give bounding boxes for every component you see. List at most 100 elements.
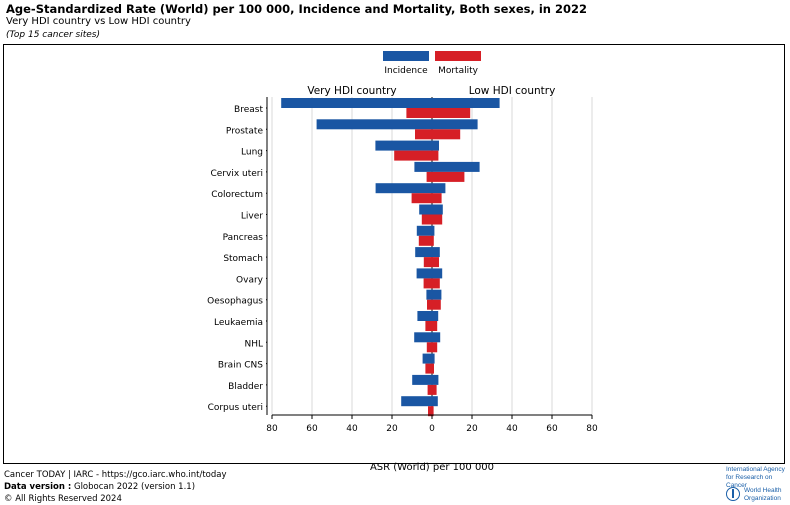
- bar-mortality-very-hdi[interactable]: [427, 299, 432, 310]
- bar-incidence-low-hdi[interactable]: [432, 289, 442, 300]
- bar-incidence-very-hdi[interactable]: [417, 311, 432, 321]
- bar-mortality-low-hdi[interactable]: [432, 150, 439, 161]
- right-group-label: Low HDI country: [469, 85, 556, 97]
- bar-incidence-very-hdi[interactable]: [412, 374, 432, 385]
- bar-mortality-very-hdi[interactable]: [425, 321, 432, 331]
- category-label: Stomach: [223, 254, 263, 264]
- legend-incidence-swatch[interactable]: [383, 51, 429, 61]
- footer-copyright: © All Rights Reserved 2024: [4, 494, 122, 504]
- bar-incidence-very-hdi[interactable]: [416, 268, 432, 279]
- bar-incidence-very-hdi[interactable]: [316, 119, 432, 130]
- bar-mortality-very-hdi[interactable]: [406, 108, 432, 118]
- bar-incidence-very-hdi[interactable]: [426, 289, 432, 300]
- bar-incidence-low-hdi[interactable]: [432, 140, 439, 151]
- bar-incidence-very-hdi[interactable]: [375, 183, 432, 194]
- bar-mortality-very-hdi[interactable]: [415, 129, 432, 140]
- chart-subtitle: Very HDI country vs Low HDI country: [6, 16, 191, 27]
- bar-mortality-low-hdi[interactable]: [432, 299, 441, 310]
- category-label: NHL: [244, 339, 263, 349]
- bar-mortality-low-hdi[interactable]: [432, 171, 465, 182]
- bar-mortality-low-hdi[interactable]: [432, 363, 434, 374]
- x-tick-label: 80: [586, 424, 598, 434]
- bar-incidence-low-hdi[interactable]: [432, 204, 443, 215]
- bar-incidence-low-hdi[interactable]: [432, 119, 478, 130]
- bar-incidence-very-hdi[interactable]: [414, 161, 432, 172]
- x-tick-label: 20: [466, 424, 478, 434]
- legend-incidence-label[interactable]: Incidence: [384, 66, 428, 76]
- chart-frame: [3, 44, 785, 464]
- category-label: Bladder: [228, 382, 263, 392]
- bar-mortality-low-hdi[interactable]: [432, 342, 438, 353]
- bars: [281, 98, 500, 417]
- bar-incidence-low-hdi[interactable]: [432, 161, 480, 172]
- bar-incidence-low-hdi[interactable]: [432, 98, 500, 108]
- bar-mortality-low-hdi[interactable]: [432, 235, 434, 246]
- bar-mortality-low-hdi[interactable]: [432, 257, 439, 268]
- category-label: Corpus uteri: [208, 403, 263, 413]
- bar-mortality-very-hdi[interactable]: [418, 235, 432, 246]
- bar-incidence-low-hdi[interactable]: [432, 268, 443, 279]
- footer-source: Cancer TODAY | IARC - https://gco.iarc.w…: [4, 470, 227, 480]
- footer-version: Data version : Globocan 2022 (version 1.…: [4, 482, 195, 492]
- bar-incidence-very-hdi[interactable]: [415, 247, 432, 258]
- bar-mortality-very-hdi[interactable]: [427, 384, 432, 395]
- bar-incidence-low-hdi[interactable]: [432, 374, 439, 385]
- bar-incidence-low-hdi[interactable]: [432, 353, 435, 364]
- category-label: Colorectum: [211, 190, 263, 200]
- bar-incidence-very-hdi[interactable]: [375, 140, 432, 151]
- bar-incidence-low-hdi[interactable]: [432, 332, 441, 343]
- iarc-logo: International Agency for Research on Can…: [726, 466, 790, 490]
- footer-version-label: Data version :: [4, 482, 72, 492]
- x-axis: 80 60 40 20 0 20 40 60 80: [266, 97, 598, 434]
- bar-mortality-very-hdi[interactable]: [426, 171, 432, 182]
- bar-mortality-very-hdi[interactable]: [411, 193, 432, 204]
- who-logo: World Health Organization: [726, 487, 786, 503]
- bar-mortality-low-hdi[interactable]: [432, 384, 437, 395]
- bar-mortality-very-hdi[interactable]: [428, 406, 432, 417]
- legend-mortality-label[interactable]: Mortality: [438, 66, 479, 76]
- bar-incidence-low-hdi[interactable]: [432, 183, 446, 194]
- bar-mortality-low-hdi[interactable]: [432, 278, 440, 289]
- x-tick-label: 0: [429, 424, 435, 434]
- category-label: Breast: [234, 105, 263, 115]
- bar-incidence-low-hdi[interactable]: [432, 247, 440, 258]
- bar-incidence-low-hdi[interactable]: [432, 225, 435, 236]
- iarc-logo-line2: for Research on Cancer: [726, 474, 773, 489]
- bar-incidence-very-hdi[interactable]: [422, 353, 432, 364]
- who-emblem-icon: [726, 487, 740, 501]
- x-tick-label: 20: [386, 424, 398, 434]
- who-logo-text: World Health Organization: [744, 487, 781, 502]
- bar-mortality-low-hdi[interactable]: [432, 193, 442, 204]
- bar-incidence-very-hdi[interactable]: [414, 332, 432, 343]
- bar-incidence-low-hdi[interactable]: [432, 311, 439, 321]
- category-label: Liver: [241, 212, 263, 222]
- bar-mortality-very-hdi[interactable]: [426, 342, 432, 353]
- bar-incidence-very-hdi[interactable]: [281, 98, 432, 108]
- bar-mortality-low-hdi[interactable]: [432, 129, 461, 140]
- category-label: Lung: [241, 148, 263, 158]
- bar-mortality-low-hdi[interactable]: [432, 321, 438, 331]
- bar-mortality-very-hdi[interactable]: [423, 257, 432, 268]
- category-label: Leukaemia: [214, 318, 263, 328]
- bar-mortality-very-hdi[interactable]: [421, 214, 432, 225]
- bar-mortality-very-hdi[interactable]: [394, 150, 432, 161]
- bar-mortality-low-hdi[interactable]: [432, 108, 471, 118]
- bar-mortality-low-hdi[interactable]: [432, 214, 443, 225]
- category-label: Pancreas: [223, 233, 264, 243]
- bar-incidence-low-hdi[interactable]: [432, 396, 438, 407]
- bar-mortality-very-hdi[interactable]: [423, 278, 432, 289]
- legend[interactable]: Incidence Mortality: [383, 51, 481, 76]
- category-label: Oesophagus: [207, 297, 263, 307]
- who-logo-line2: Organization: [744, 494, 781, 502]
- category-label: Cervix uteri: [210, 169, 263, 179]
- bar-mortality-low-hdi[interactable]: [432, 406, 434, 417]
- legend-mortality-swatch[interactable]: [435, 51, 481, 61]
- bar-mortality-very-hdi[interactable]: [425, 363, 432, 374]
- category-label: Ovary: [236, 275, 264, 285]
- footer-version-value: Globocan 2022 (version 1.1): [71, 482, 196, 492]
- chart-note: (Top 15 cancer sites): [6, 30, 100, 40]
- bar-incidence-very-hdi[interactable]: [401, 396, 432, 407]
- x-tick-label: 80: [266, 424, 278, 434]
- bar-incidence-very-hdi[interactable]: [419, 204, 432, 215]
- bar-incidence-very-hdi[interactable]: [416, 225, 432, 236]
